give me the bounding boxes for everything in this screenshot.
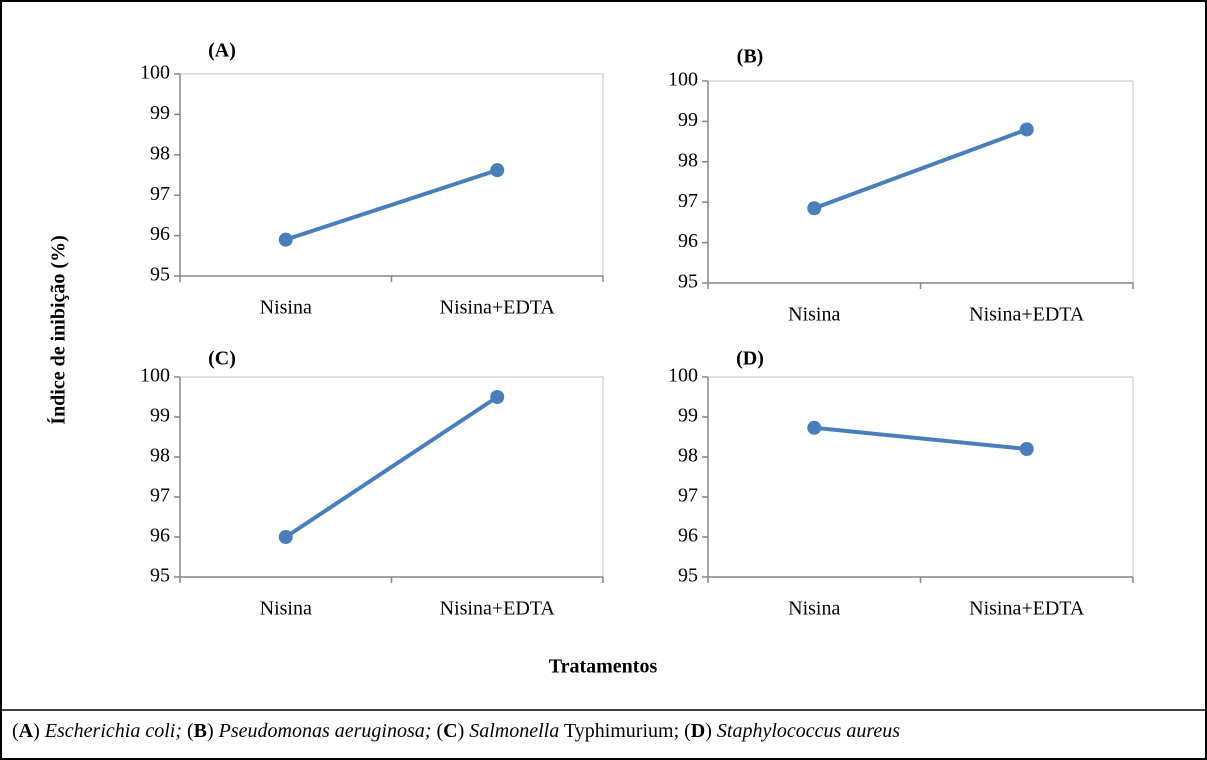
- caption-part: ): [33, 720, 45, 742]
- x-tick-label: Nisina: [260, 598, 312, 620]
- x-tick-label: Nisina: [260, 297, 312, 319]
- caption-part: Staphylococcus aureus: [716, 720, 901, 742]
- x-tick-label: Nisina+EDTA: [440, 598, 556, 620]
- plot-area: [179, 376, 604, 578]
- y-tick-label: 96: [678, 230, 698, 252]
- x-tick-label: Nisina+EDTA: [969, 304, 1085, 326]
- data-point: [278, 232, 293, 247]
- caption-part: Salmonella: [469, 720, 560, 742]
- y-tick-label: 100: [140, 62, 170, 84]
- plot-area: [707, 80, 1134, 284]
- y-tick-label: 95: [678, 271, 698, 293]
- y-tick-label: 100: [140, 365, 170, 387]
- y-tick-label: 99: [678, 405, 698, 427]
- caption-part: (: [12, 720, 19, 742]
- caption-part: (: [431, 720, 444, 742]
- y-axis-label: Índice de inibição (%): [47, 235, 70, 424]
- x-tick-label: Nisina: [788, 304, 840, 326]
- y-tick-label: 97: [150, 485, 170, 507]
- y-tick-label: 98: [678, 445, 698, 467]
- y-tick-label: 98: [150, 142, 170, 164]
- y-tick-label: 97: [678, 485, 698, 507]
- caption-part: A: [18, 720, 34, 742]
- caption-part: (: [181, 720, 194, 742]
- x-tick-label: Nisina+EDTA: [969, 598, 1085, 620]
- data-point: [807, 201, 822, 216]
- y-tick-label: 96: [150, 525, 170, 547]
- caption-part: Pseudomonas aeruginosa;: [218, 720, 432, 742]
- caption-part: ): [207, 720, 219, 742]
- y-tick-label: 98: [150, 445, 170, 467]
- caption-part: ): [705, 720, 717, 742]
- caption-part: D: [690, 720, 706, 742]
- data-point: [490, 390, 505, 404]
- data-line: [285, 168, 498, 242]
- y-tick-label: 96: [678, 525, 698, 547]
- data-point: [1019, 442, 1034, 456]
- data-point: [490, 163, 505, 178]
- y-tick-label: 97: [150, 183, 170, 205]
- caption-part: B: [193, 720, 207, 742]
- y-tick-label: 96: [150, 223, 170, 245]
- y-tick-label: 99: [150, 405, 170, 427]
- caption: (A) Escherichia coli; (B) Pseudomonas ae…: [12, 720, 900, 743]
- panel-title: (A): [208, 40, 236, 62]
- x-tick-label: Nisina+EDTA: [440, 297, 556, 319]
- plot-area: [179, 73, 604, 277]
- panel-title: (C): [208, 348, 236, 370]
- y-tick-label: 97: [678, 190, 698, 212]
- y-tick-label: 95: [678, 565, 698, 587]
- panel-title: (D): [736, 348, 764, 370]
- data-line: [813, 127, 1028, 211]
- data-point: [1019, 122, 1034, 137]
- panel-title: (B): [737, 46, 764, 68]
- y-tick-label: 100: [668, 69, 698, 91]
- y-tick-label: 95: [150, 264, 170, 286]
- y-tick-label: 98: [678, 149, 698, 171]
- plot-area: [707, 376, 1134, 578]
- data-point: [807, 420, 822, 435]
- x-tick-label: Nisina: [788, 598, 840, 620]
- data-line: [814, 425, 1027, 451]
- caption-part: Escherichia coli;: [44, 720, 182, 742]
- y-tick-label: 99: [150, 102, 170, 124]
- y-tick-label: 100: [668, 365, 698, 387]
- data-point: [278, 530, 293, 544]
- caption-part: C: [443, 720, 458, 742]
- y-tick-label: 95: [150, 565, 170, 587]
- caption-part: Typhimurium; (: [559, 720, 691, 742]
- caption-part: ): [457, 720, 470, 742]
- x-axis-label: Tratamentos: [549, 656, 658, 678]
- y-tick-label: 99: [678, 109, 698, 131]
- data-line: [284, 395, 499, 539]
